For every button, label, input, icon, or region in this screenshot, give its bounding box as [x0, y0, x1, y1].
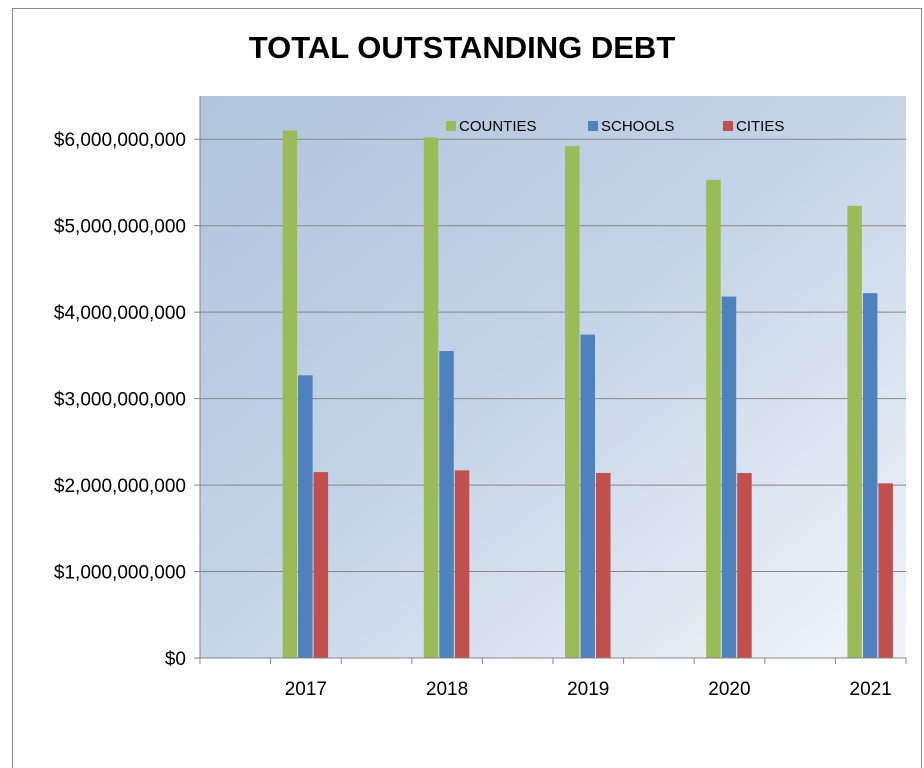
bar-schools-2021 — [862, 293, 878, 658]
legend-label-cities: CITIES — [736, 118, 784, 135]
legend-swatch-schools — [588, 121, 598, 131]
legend-label-schools: SCHOOLS — [601, 118, 674, 135]
y-tick-label: $5,000,000,000 — [54, 217, 186, 238]
y-tick-label: $0 — [165, 649, 186, 670]
bar-cities-2021 — [878, 483, 893, 658]
bar-counties-2018 — [423, 137, 439, 659]
bar-cities-2017 — [313, 472, 329, 658]
y-tick-label: $2,000,000,000 — [54, 476, 186, 497]
legend: COUNTIES SCHOOLS CITIES — [446, 118, 784, 135]
x-tick-label: 2017 — [285, 679, 327, 700]
legend-label-counties: COUNTIES — [459, 118, 537, 135]
bar-counties-2021 — [847, 205, 862, 658]
bars — [282, 130, 893, 659]
y-tick-label: $3,000,000,000 — [54, 390, 186, 411]
y-tick-label: $1,000,000,000 — [54, 563, 186, 584]
bar-cities-2020 — [737, 472, 752, 658]
bar-cities-2019 — [596, 472, 611, 658]
bar-schools-2018 — [439, 351, 454, 658]
y-tick-label: $6,000,000,000 — [54, 130, 186, 151]
x-tick-label: 2021 — [850, 679, 892, 700]
x-tick-label: 2019 — [567, 679, 609, 700]
bar-counties-2017 — [282, 130, 298, 659]
bar-cities-2018 — [454, 470, 470, 658]
bar-schools-2017 — [298, 375, 313, 658]
bar-schools-2019 — [580, 334, 596, 658]
legend-swatch-cities — [723, 121, 733, 131]
y-tick-label: $4,000,000,000 — [54, 303, 186, 324]
legend-swatch-counties — [446, 121, 456, 131]
x-tick-label: 2018 — [426, 679, 468, 700]
bar-schools-2020 — [721, 296, 737, 658]
bar-counties-2020 — [706, 179, 721, 659]
bar-counties-2019 — [565, 146, 580, 658]
x-tick-label: 2020 — [708, 679, 750, 700]
axes: $0 $1,000,000,000 $2,000,000,000 $3,000,000… — [54, 96, 907, 700]
chart-title: TOTAL OUTSTANDING DEBT — [248, 30, 676, 65]
